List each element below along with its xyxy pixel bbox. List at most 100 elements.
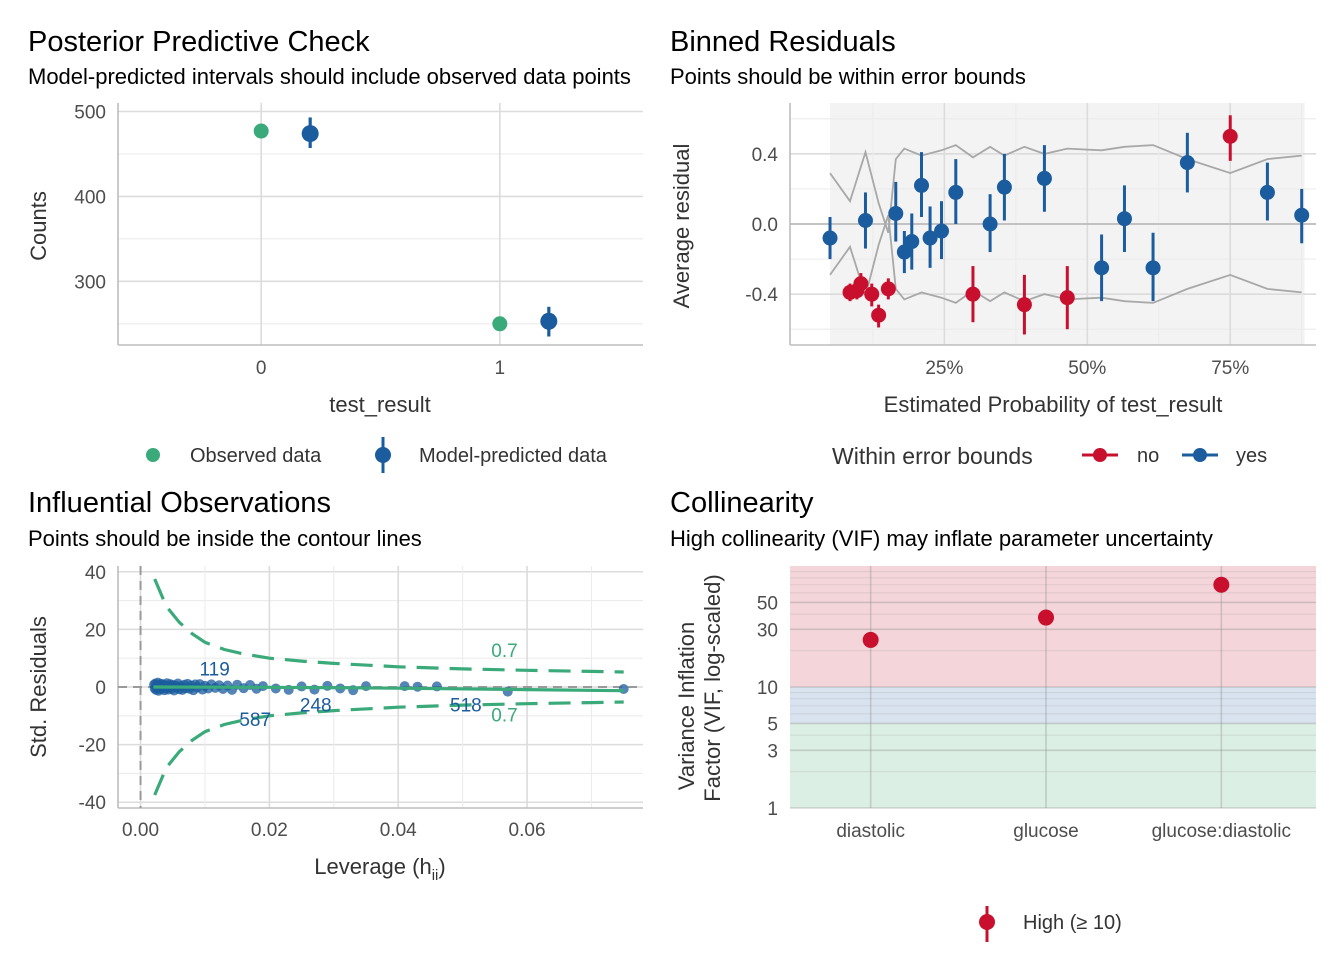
y-tick-label: 3 [767, 741, 778, 762]
y-tick-label: -0.4 [745, 285, 778, 306]
residual-point [880, 281, 896, 297]
y-tick-label: -20 [79, 736, 106, 757]
y-tick-label: -40 [79, 793, 106, 814]
vif-point [862, 631, 879, 648]
residual-point [857, 212, 873, 228]
y-tick-label: 400 [74, 187, 106, 208]
y-tick-label: 40 [85, 563, 106, 584]
vif-title: Collinearity [670, 487, 814, 519]
y-tick-label: 300 [74, 272, 106, 293]
residual-point [1116, 211, 1132, 227]
legend-high-key [979, 914, 995, 930]
vif-grid [790, 566, 1316, 809]
x-tick-label: glucose [1013, 821, 1079, 842]
x-tick-label: 0.04 [380, 820, 417, 841]
residual-point [853, 276, 869, 292]
legend-observed-label: Observed data [190, 445, 322, 467]
residual-point [888, 205, 904, 221]
influential-x-axis-label: Leverage (hii) [314, 854, 445, 884]
residual-point [965, 286, 981, 302]
residual-point [871, 307, 887, 323]
binned-title: Binned Residuals [670, 26, 896, 58]
contour-label: 0.7 [491, 641, 517, 662]
vif-legend: High (≥ 10) [979, 906, 1122, 942]
legend-predicted-key [375, 447, 391, 463]
predicted-point [540, 312, 558, 330]
influential-subtitle: Points should be inside the contour line… [28, 526, 422, 551]
influential-point-label: 587 [239, 710, 271, 731]
high-vif-band [790, 566, 1316, 687]
y-tick-label: 0.0 [752, 215, 778, 236]
residual-point [982, 216, 998, 232]
predicted-point [301, 125, 319, 143]
influential-ticks: -40 -20 0 20 40 0.00 0.02 0.04 0.06 [79, 563, 546, 841]
ppc-x-axis-label: test_result [329, 392, 431, 417]
influential-point-label: 248 [300, 695, 332, 716]
residual-point [1016, 297, 1032, 313]
vif-marks [862, 576, 1230, 648]
x-tick-label: 25% [925, 358, 963, 379]
x-tick-label: 50% [1068, 358, 1106, 379]
residual-point [822, 230, 838, 246]
residual-point [1179, 155, 1195, 171]
error-bound-lower [829, 214, 1302, 304]
x-tick-label: 75% [1211, 358, 1249, 379]
legend-predicted-label: Model-predicted data [419, 445, 608, 467]
vif-y-axis-label-line1: Variance Inflation [674, 622, 699, 790]
y-tick-label: 5 [767, 714, 778, 735]
observation-point [322, 680, 333, 691]
ppc-panel: Posterior Predictive Check Model-predict… [26, 26, 643, 473]
residual-point [1145, 260, 1161, 276]
influential-y-axis-label: Std. Residuals [26, 616, 51, 758]
binned-ticks: -0.4 0.0 0.4 25% 50% 75% [745, 145, 1249, 379]
residual-point [904, 234, 920, 250]
x-tick-label: 1 [495, 358, 506, 379]
residual-point [1036, 170, 1052, 186]
influential-grid [117, 566, 643, 809]
residual-point [1259, 184, 1275, 200]
y-tick-label: 30 [757, 620, 778, 641]
vif-point [1038, 609, 1054, 626]
legend-yes-key [1193, 448, 1207, 462]
binned-y-axis-label: Average residual [669, 144, 694, 309]
x-tick-label: 0.02 [251, 820, 288, 841]
residual-point [1059, 290, 1075, 306]
residual-point [1094, 260, 1110, 276]
legend-high-label: High (≥ 10) [1023, 912, 1122, 934]
vif-bands [790, 566, 1316, 808]
influential-title: Influential Observations [28, 487, 331, 519]
ppc-title: Posterior Predictive Check [28, 26, 370, 58]
cook-contour-upper [153, 578, 624, 674]
vif-panel: Collinearity High collinearity (VIF) may… [670, 487, 1316, 942]
vif-point [1213, 576, 1230, 593]
influential-marks: 0.7 0.7 119 587 248 518 [149, 578, 629, 796]
legend-no-key [1093, 448, 1107, 462]
moderate-vif-band [790, 687, 1316, 724]
legend-no-label: no [1137, 445, 1159, 467]
residual-point [1294, 207, 1310, 223]
x-tick-label: 0.06 [509, 820, 546, 841]
binned-x-axis-label: Estimated Probability of test_result [884, 392, 1223, 417]
contour-label: 0.7 [491, 706, 517, 727]
residual-point [922, 230, 938, 246]
observed-point [253, 123, 269, 139]
residual-point [914, 177, 929, 193]
binned-legend: Within error bounds no yes [832, 443, 1267, 469]
legend-yes-label: yes [1236, 445, 1267, 467]
residual-point [1222, 128, 1238, 144]
y-tick-label: 20 [85, 620, 106, 641]
residual-point [996, 179, 1012, 195]
legend-title: Within error bounds [832, 443, 1033, 469]
observed-point [492, 316, 508, 332]
binned-panel: Binned Residuals Points should be within… [669, 26, 1316, 469]
vif-subtitle: High collinearity (VIF) may inflate para… [670, 526, 1213, 551]
y-tick-label: 50 [757, 593, 778, 614]
residual-point [934, 223, 950, 239]
low-vif-band [790, 723, 1316, 808]
influential-panel: Influential Observations Points should b… [26, 487, 643, 884]
observation-point [618, 684, 629, 695]
binned-subtitle: Points should be within error bounds [670, 64, 1026, 89]
cook-contour-lower [153, 700, 624, 796]
smooth-line [153, 685, 624, 693]
